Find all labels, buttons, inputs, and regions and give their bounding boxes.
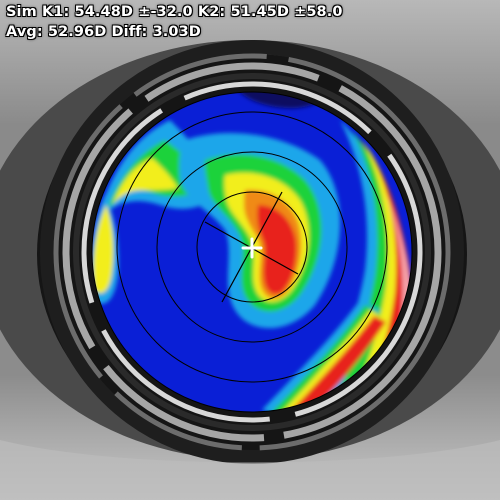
keratometry-readout: Sim K1: 54.48D ±-32.0 K2: 51.45D ±58.0 [6, 4, 343, 20]
map-boundary [91, 91, 413, 413]
center-cross-icon [241, 237, 263, 259]
average-diff-readout: Avg: 52.96D Diff: 3.03D [6, 24, 201, 40]
topography-map [92, 92, 412, 412]
lower-lid [0, 440, 500, 500]
placido-rings [40, 40, 464, 464]
map-rings [92, 92, 412, 412]
